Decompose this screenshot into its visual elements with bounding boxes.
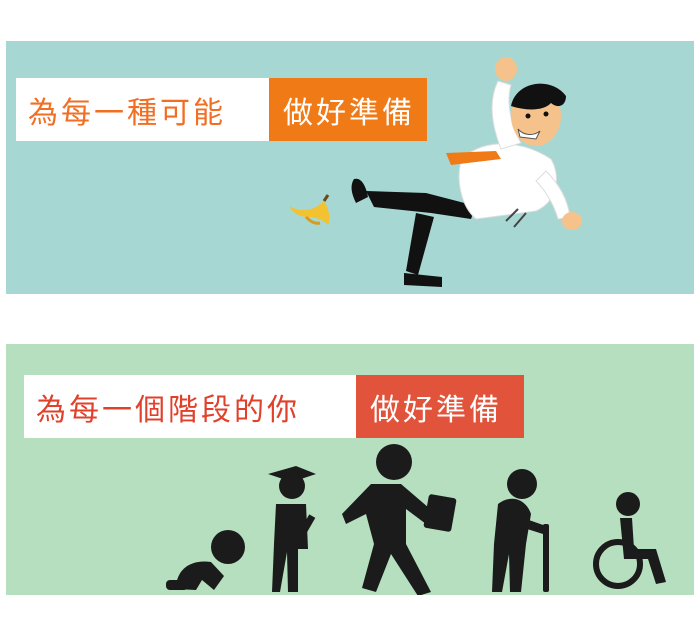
- banner2-headline: 為每一個階段的你 做好準備: [24, 375, 524, 438]
- banner1-white-text: 為每一種可能: [16, 78, 269, 141]
- elderly-cane-icon: [492, 469, 549, 592]
- banner-every-possibility: 為每一種可能 做好準備: [6, 41, 694, 294]
- wheelchair-icon: [593, 492, 666, 589]
- falling-man-illustration: [289, 57, 582, 287]
- graduate-icon: [268, 466, 316, 592]
- banner1-headline: 為每一種可能 做好準備: [16, 78, 427, 141]
- banner1-colored-text: 做好準備: [269, 78, 427, 141]
- crawling-baby-icon: [166, 530, 245, 590]
- life-stages-illustration: [166, 444, 666, 595]
- banana-peel-icon: [289, 194, 330, 225]
- banner2-white-text: 為每一個階段的你: [24, 375, 356, 438]
- banner-every-stage: 為每一個階段的你 做好準備: [6, 344, 694, 595]
- falling-businessman: [351, 57, 582, 287]
- banner2-colored-text: 做好準備: [356, 375, 524, 438]
- walking-businessman-icon: [342, 444, 457, 595]
